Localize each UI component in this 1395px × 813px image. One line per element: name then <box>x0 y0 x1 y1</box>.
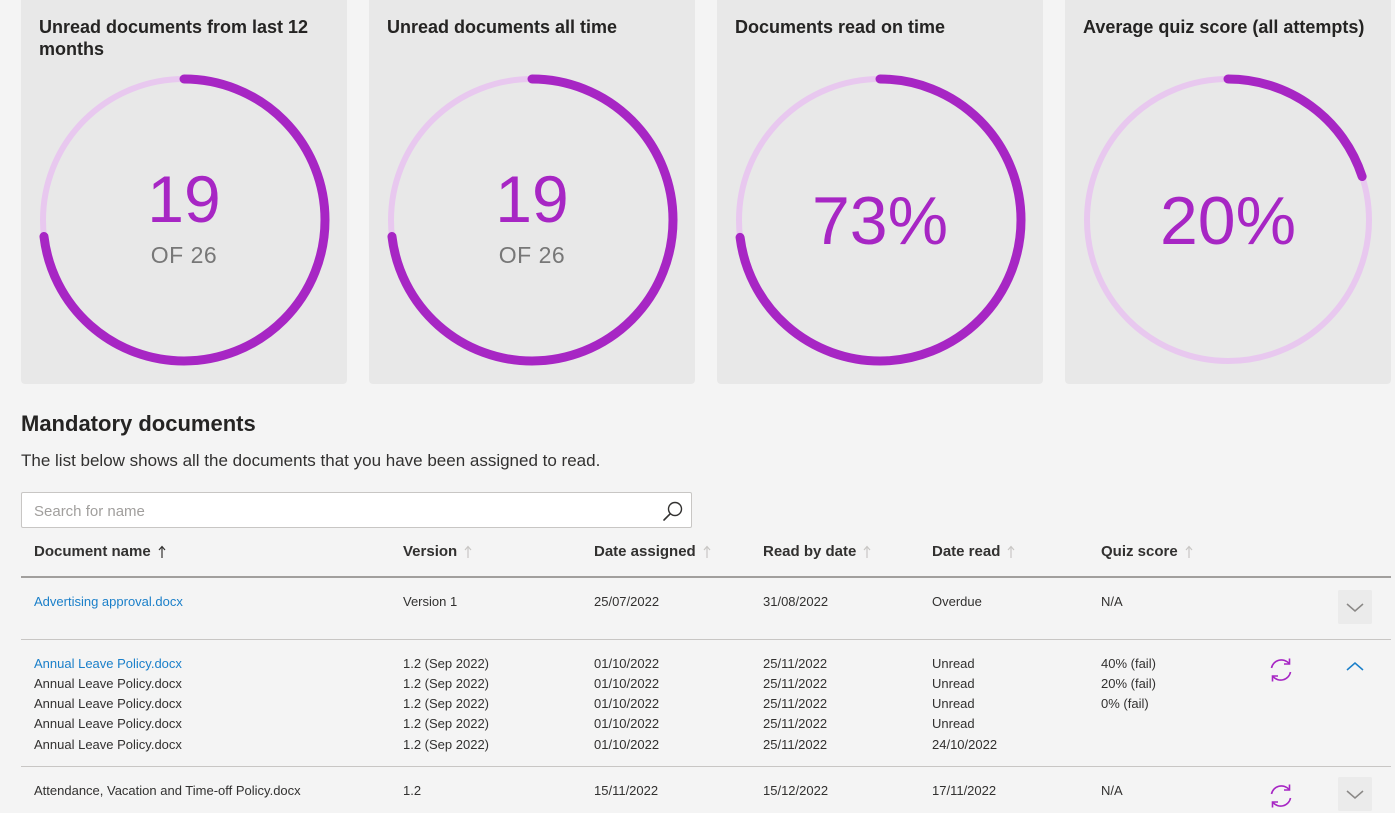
read-by-date-cell: 25/11/2022 <box>763 737 828 752</box>
progress-ring <box>1082 74 1374 366</box>
version-cell: 1.2 (Sep 2022) <box>403 676 490 691</box>
column-header-document-name[interactable]: Document name <box>34 543 167 560</box>
card-value: 20% <box>1159 183 1297 259</box>
read-by-date-cell: 31/08/2022 <box>763 594 829 609</box>
search-box <box>21 492 692 528</box>
progress-ring <box>386 74 678 366</box>
column-header-read-by-date[interactable]: Read by date <box>763 543 872 560</box>
column-header-date-read[interactable]: Date read <box>932 543 1016 560</box>
history-document-name: Annual Leave Policy.docx <box>34 737 182 752</box>
version-cell: 1.2 (Sep 2022) <box>403 656 490 671</box>
read-by-date-cell: 25/11/2022 <box>763 696 828 711</box>
column-label: Quiz score <box>1101 543 1178 560</box>
retake-quiz-refresh-icon[interactable] <box>1267 782 1295 810</box>
version-cell: 1.2 (Sep 2022) <box>403 716 490 731</box>
date-read-cell: Unread <box>932 716 975 731</box>
quiz-score-cell: N/A <box>1101 783 1123 798</box>
history-document-name: Annual Leave Policy.docx <box>34 696 182 711</box>
progress-ring <box>734 74 1026 366</box>
chevron-up-icon[interactable] <box>1338 650 1372 684</box>
search-input[interactable] <box>34 499 654 523</box>
history-document-name: Annual Leave Policy.docx <box>34 716 182 731</box>
card-title: Average quiz score (all attempts) <box>1083 17 1365 37</box>
read-by-date-cell: 15/12/2022 <box>763 783 829 798</box>
date-read-cell: Overdue <box>932 594 982 609</box>
column-label: Date read <box>932 543 1001 560</box>
card-average-quiz-score: Average quiz score (all attempts) 20% <box>1065 0 1391 384</box>
version-cell: 1.2 <box>403 783 422 798</box>
date-assigned-cell: 01/10/2022 <box>594 696 660 711</box>
column-label: Date assigned <box>594 543 696 560</box>
kpi-cards: Unread documents from last 12 months 19 … <box>21 0 1395 384</box>
quiz-score-cell: 40% (fail) <box>1101 656 1156 671</box>
card-title: Unread documents from last 12 months <box>39 17 309 59</box>
quiz-score-cell: 0% (fail) <box>1101 696 1149 711</box>
card-subvalue: OF 26 <box>150 242 218 268</box>
retake-quiz-refresh-icon[interactable] <box>1267 656 1295 684</box>
table-header: Document name Version Date assigned Read… <box>21 536 1391 578</box>
date-read-cell: Unread <box>932 656 975 671</box>
table-row: Attendance, Vacation and Time-off Policy… <box>21 767 1391 813</box>
read-by-date-cell: 25/11/2022 <box>763 656 828 671</box>
date-read-cell: Unread <box>932 676 975 691</box>
sort-arrow-up-icon <box>464 545 472 558</box>
sort-arrow-up-icon <box>1185 545 1193 558</box>
card-subvalue: OF 26 <box>498 242 566 268</box>
section-description: The list below shows all the documents t… <box>21 451 601 470</box>
read-by-date-cell: 25/11/2022 <box>763 676 828 691</box>
search-icon[interactable] <box>661 499 685 523</box>
version-cell: 1.2 (Sep 2022) <box>403 696 490 711</box>
card-value: 73% <box>811 183 949 259</box>
date-assigned-cell: 01/10/2022 <box>594 676 660 691</box>
date-assigned-cell: 01/10/2022 <box>594 716 660 731</box>
column-label: Version <box>403 543 458 560</box>
date-read-cell: 24/10/2022 <box>932 737 998 752</box>
card-value: 19 <box>147 162 221 236</box>
table-row: Advertising approval.docx Version 1 25/0… <box>21 578 1391 640</box>
document-link[interactable]: Advertising approval.docx <box>34 594 183 609</box>
column-label: Document name <box>34 543 151 560</box>
table-row-expanded: Annual Leave Policy.docx 1.2 (Sep 2022) … <box>21 640 1391 767</box>
sort-arrow-up-icon <box>703 545 711 558</box>
version-cell: 1.2 (Sep 2022) <box>403 737 490 752</box>
version-cell: Version 1 <box>403 594 458 609</box>
chevron-down-icon[interactable] <box>1338 777 1372 811</box>
card-read-on-time: Documents read on time 73% <box>717 0 1043 384</box>
section-title: Mandatory documents <box>21 411 256 436</box>
card-title: Documents read on time <box>735 17 946 37</box>
column-label: Read by date <box>763 543 857 560</box>
column-header-quiz-score[interactable]: Quiz score <box>1101 543 1194 560</box>
date-assigned-cell: 15/11/2022 <box>594 783 659 798</box>
date-read-cell: Unread <box>932 696 975 711</box>
document-name-cell[interactable]: Attendance, Vacation and Time-off Policy… <box>34 783 301 798</box>
card-title: Unread documents all time <box>387 17 618 37</box>
column-header-version[interactable]: Version <box>403 543 473 560</box>
sort-arrow-up-icon <box>1007 545 1015 558</box>
sort-arrow-up-icon <box>863 545 871 558</box>
progress-ring <box>38 74 330 366</box>
column-header-date-assigned[interactable]: Date assigned <box>594 543 712 560</box>
card-unread-12-months: Unread documents from last 12 months 19 … <box>21 0 347 384</box>
quiz-score-cell: 20% (fail) <box>1101 676 1156 691</box>
date-assigned-cell: 01/10/2022 <box>594 737 660 752</box>
document-link[interactable]: Annual Leave Policy.docx <box>34 656 182 671</box>
card-value: 19 <box>495 162 569 236</box>
quiz-score-cell: N/A <box>1101 594 1123 609</box>
read-by-date-cell: 25/11/2022 <box>763 716 828 731</box>
date-assigned-cell: 25/07/2022 <box>594 594 660 609</box>
date-assigned-cell: 01/10/2022 <box>594 656 660 671</box>
date-read-cell: 17/11/2022 <box>932 783 997 798</box>
chevron-down-icon[interactable] <box>1338 590 1372 624</box>
card-unread-all-time: Unread documents all time 19 OF 26 <box>369 0 695 384</box>
history-document-name: Annual Leave Policy.docx <box>34 676 182 691</box>
sort-arrow-up-icon <box>158 545 166 558</box>
